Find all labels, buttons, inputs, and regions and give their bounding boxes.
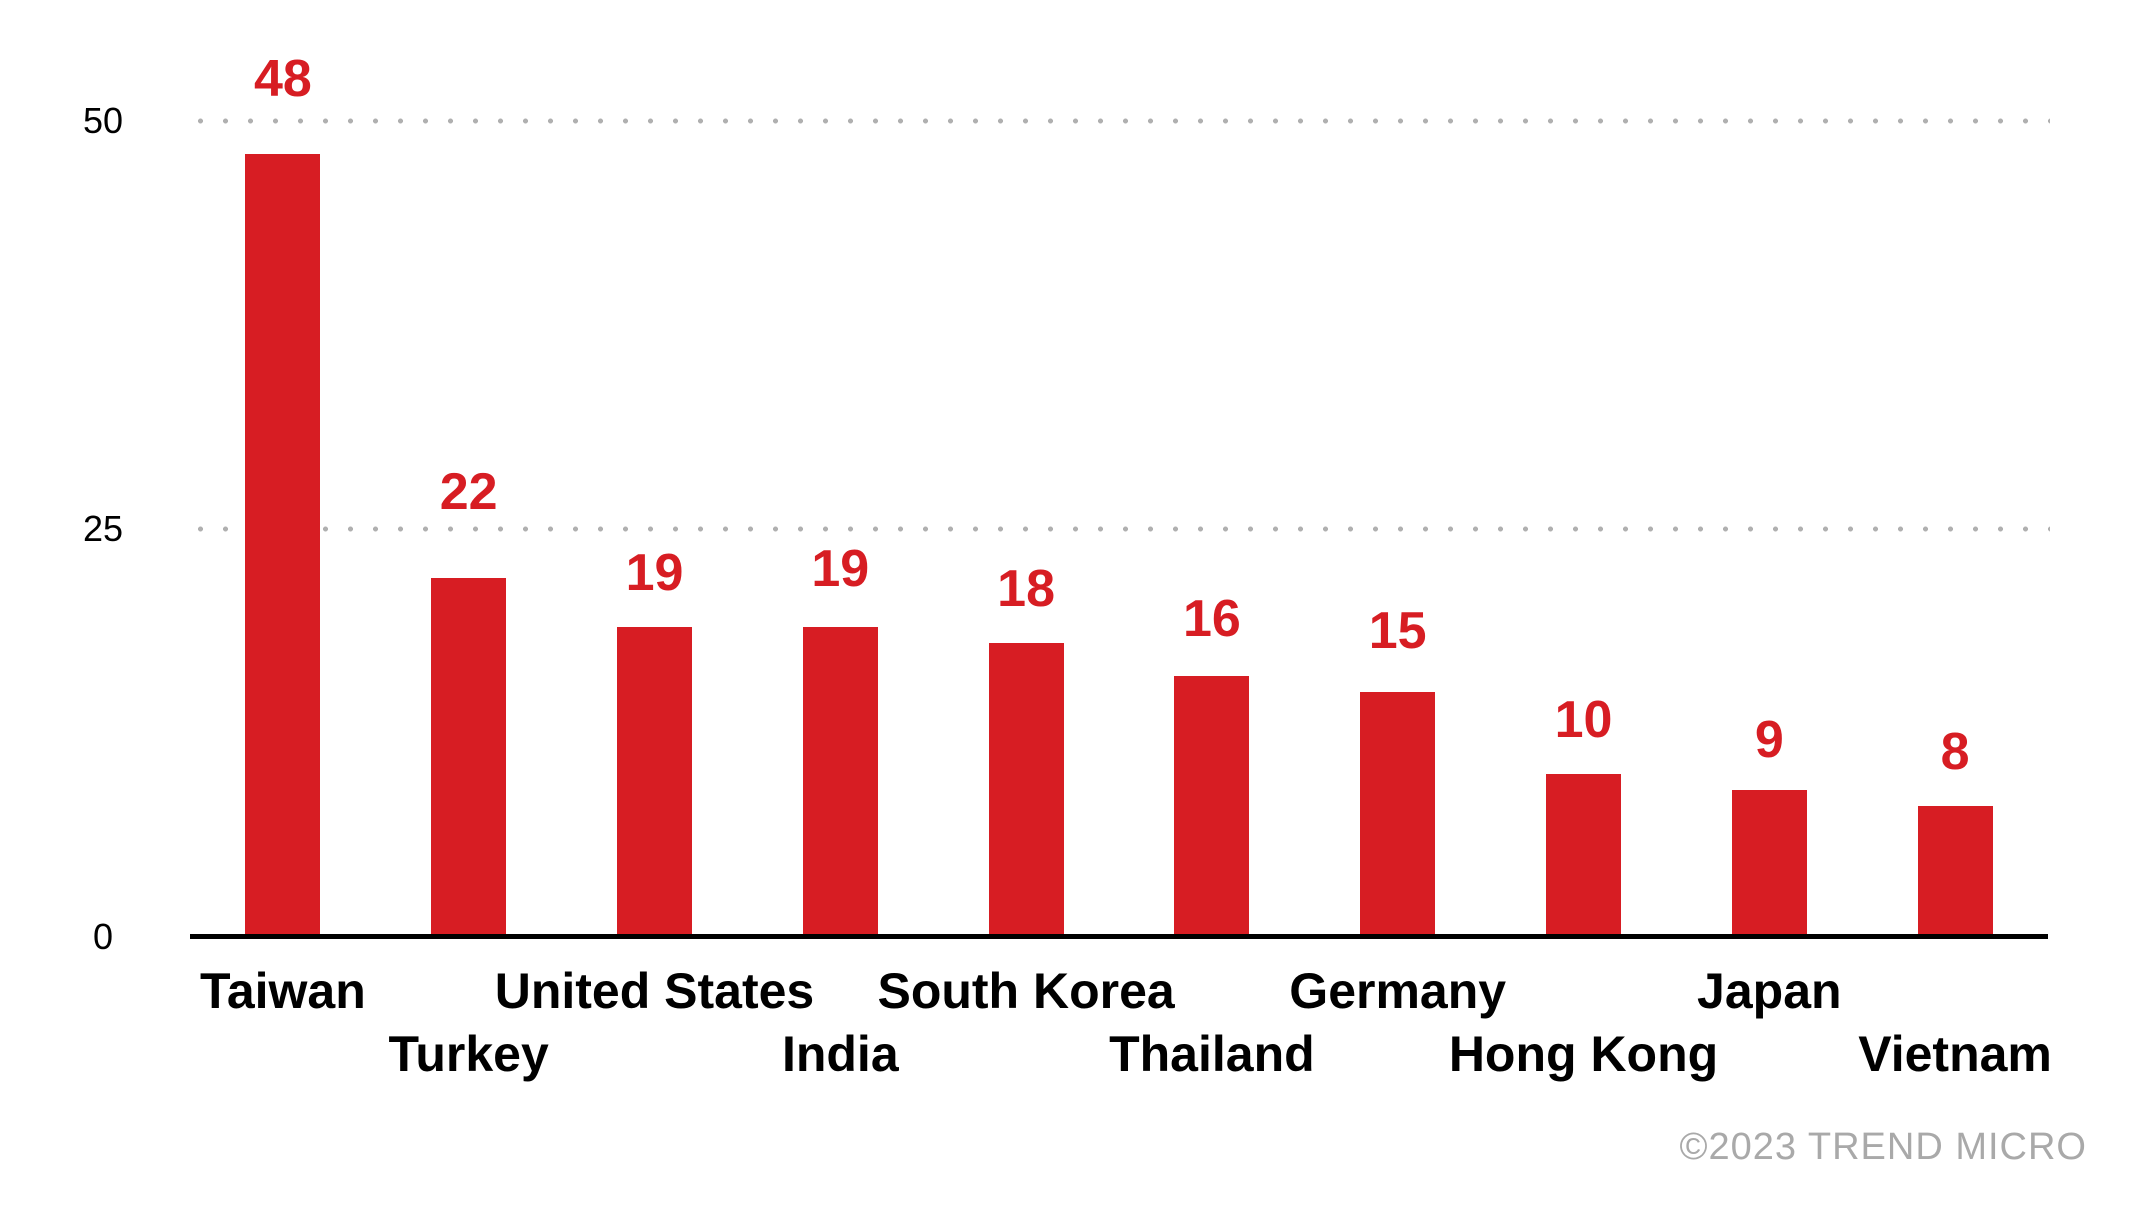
bar-taiwan xyxy=(245,153,321,937)
value-label-india: 19 xyxy=(811,539,870,598)
y-tick-25: 25 xyxy=(82,508,124,549)
bar-vietnam xyxy=(1917,806,1993,937)
value-label-germany: 15 xyxy=(1368,602,1427,661)
x-label-taiwan: Taiwan xyxy=(200,963,366,1019)
x-label-india: India xyxy=(781,1026,899,1082)
value-label-hong-kong: 10 xyxy=(1554,690,1613,749)
x-label-japan: Japan xyxy=(1697,963,1842,1019)
x-label-south-korea: South Korea xyxy=(877,963,1175,1019)
value-label-south-korea: 18 xyxy=(997,560,1056,619)
value-label-turkey: 22 xyxy=(439,462,498,521)
gridline-50 xyxy=(188,118,2050,124)
bar-turkey xyxy=(431,577,507,937)
bar-south-korea xyxy=(988,643,1064,937)
value-label-united-states: 19 xyxy=(625,543,684,602)
x-label-turkey: Turkey xyxy=(388,1026,549,1082)
x-label-vietnam: Vietnam xyxy=(1858,1026,2052,1082)
bar-india xyxy=(802,626,878,937)
bar-united-states xyxy=(617,626,692,937)
gridline-25 xyxy=(188,526,2050,532)
value-label-taiwan: 48 xyxy=(253,49,312,108)
bar-hong-kong xyxy=(1546,773,1621,937)
x-label-germany: Germany xyxy=(1289,963,1507,1019)
copyright-text: ©2023 TREND MICRO xyxy=(1679,1126,2087,1168)
value-label-thailand: 16 xyxy=(1182,589,1241,648)
y-tick-50: 50 xyxy=(82,100,124,141)
x-axis-line xyxy=(190,934,2048,939)
bar-japan xyxy=(1731,790,1807,937)
x-label-thailand: Thailand xyxy=(1109,1026,1315,1082)
x-label-hong-kong: Hong Kong xyxy=(1448,1026,1719,1082)
bar-thailand xyxy=(1174,675,1250,937)
value-label-japan: 9 xyxy=(1754,711,1784,770)
value-label-vietnam: 8 xyxy=(1940,723,1970,782)
y-tick-0: 0 xyxy=(92,916,114,957)
x-label-united-states: United States xyxy=(494,963,815,1019)
bar-germany xyxy=(1360,692,1436,937)
